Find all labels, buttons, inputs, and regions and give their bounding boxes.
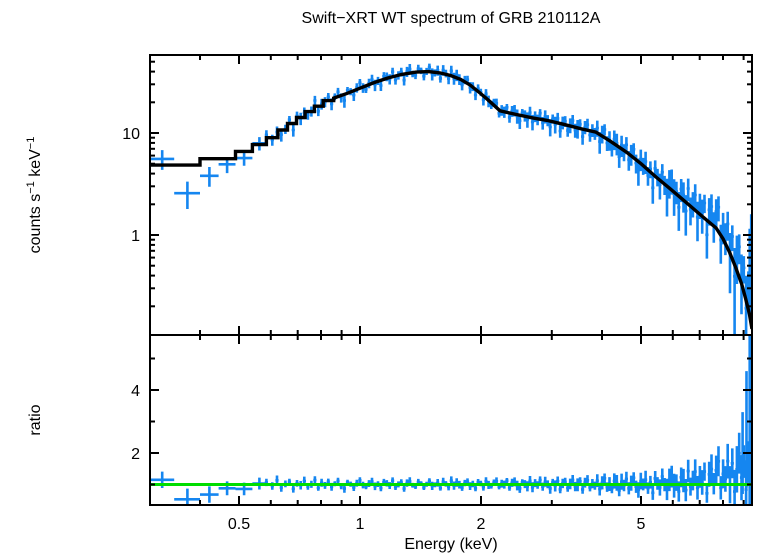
x-tick-label: 2	[477, 516, 486, 533]
tick-labels: 0.5 1 2 5 1 10 2 4	[122, 126, 645, 533]
x-tick-label: 1	[356, 516, 365, 533]
x-tick-label: 0.5	[228, 516, 250, 533]
x-axis-title: Energy (keV)	[404, 536, 497, 553]
ratio-data-points	[151, 336, 751, 504]
y-tick-label-ratio: 2	[131, 446, 140, 463]
chart-title: Swift−XRT WT spectrum of GRB 210112A	[302, 10, 601, 27]
y-tick-label-ratio: 4	[131, 383, 140, 400]
y-axis-title-ratio: ratio	[27, 404, 44, 435]
y-tick-label-spectrum: 10	[122, 126, 140, 143]
spectrum-data-series	[151, 63, 751, 334]
x-tick-label: 5	[637, 516, 646, 533]
spectrum-data-points	[151, 63, 751, 334]
ratio-data-series	[151, 336, 751, 504]
axes-and-ticks	[149, 54, 753, 506]
y-axis-title-spectrum: counts s−1 keV−1	[25, 137, 44, 254]
model-line	[151, 69, 751, 330]
model-line-group	[151, 69, 751, 330]
y-tick-label-spectrum: 1	[131, 228, 140, 245]
